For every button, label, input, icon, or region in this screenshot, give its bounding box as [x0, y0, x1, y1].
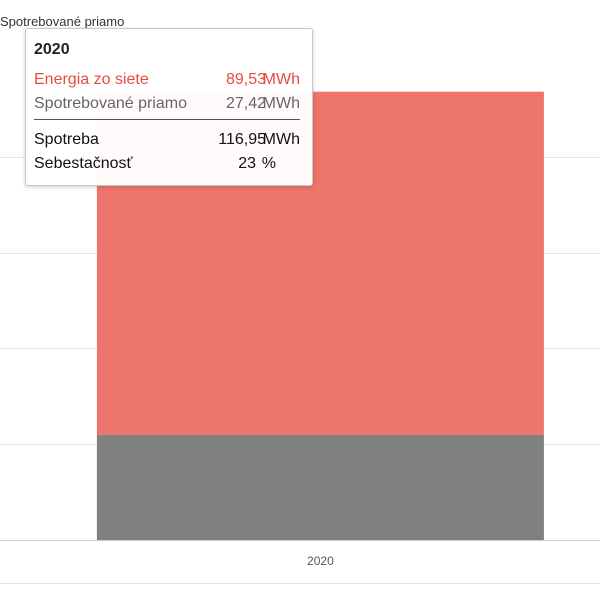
legend-label: Spotrebované priamo — [0, 14, 125, 29]
tooltip-summary-unit: MWh — [262, 131, 300, 148]
bar-spotrebovan-priamo[interactable] — [96, 434, 544, 540]
tooltip-row-value: 89,53 — [225, 71, 266, 88]
tooltip-summary-name: Sebestačnosť — [34, 155, 133, 172]
tooltip-summary-unit: % — [261, 155, 276, 172]
tooltip-summary-spotreba: Spotreba 116,95 MWh — [34, 131, 300, 151]
tooltip-row-unit: MWh — [262, 95, 300, 112]
tooltip-separator — [34, 119, 300, 120]
tooltip-summary-value: 23 — [238, 155, 256, 172]
tooltip-row-spotrebovane-priamo: Spotrebované priamo 27,42 MWh — [34, 95, 300, 115]
tooltip-row-value: 27,42 — [225, 95, 266, 112]
tooltip-summary-sebestacnost: Sebestačnosť 23 % — [34, 155, 300, 175]
tooltip-row-name: Spotrebované priamo — [34, 95, 187, 112]
tooltip-row-energia-zo-siete: Energia zo siete 89,53 MWh — [34, 71, 300, 91]
x-tick-label: 2020 — [307, 554, 334, 568]
tooltip-summary-name: Spotreba — [34, 131, 99, 148]
tooltip: 2020 Energia zo siete 89,53 MWh Spotrebo… — [25, 28, 313, 186]
tooltip-row-name: Energia zo siete — [34, 71, 149, 88]
legend-item-spotrebovane-priamo[interactable]: Spotrebované priamo — [0, 14, 124, 29]
tooltip-row-unit: MWh — [262, 71, 300, 88]
tooltip-summary-value: 116,95 — [218, 131, 266, 148]
tooltip-title: 2020 — [34, 41, 70, 58]
